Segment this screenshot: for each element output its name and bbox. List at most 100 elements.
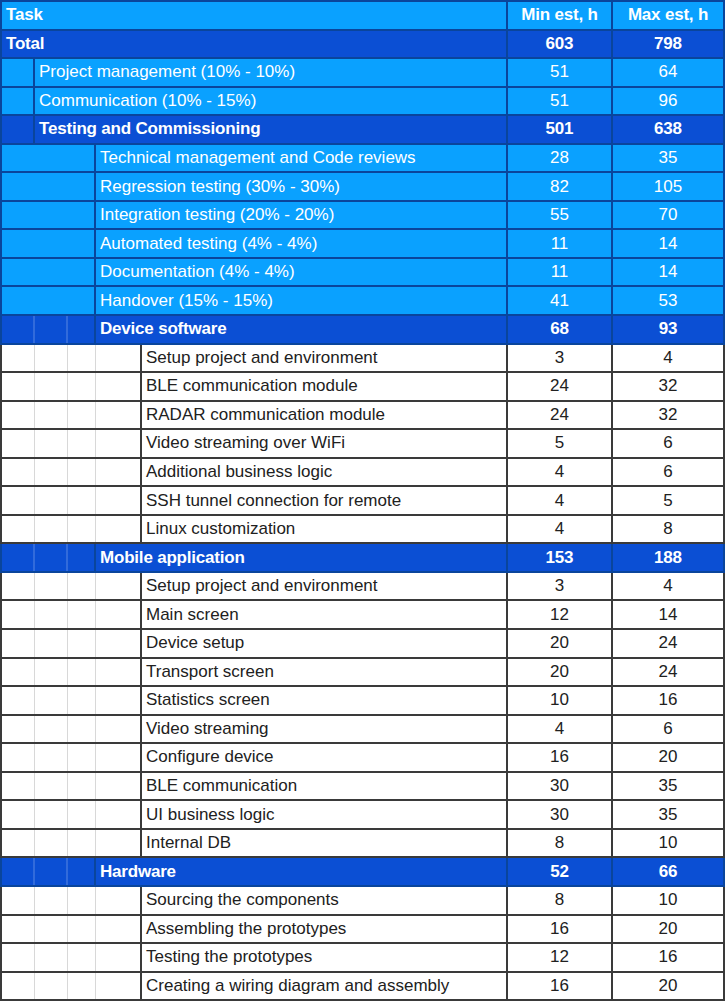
task-cell[interactable]: Device setup xyxy=(142,630,508,657)
indent-cell[interactable] xyxy=(96,716,142,743)
indent-cell[interactable] xyxy=(68,773,96,800)
min-value-cell[interactable]: 8 xyxy=(508,830,613,857)
max-value-cell[interactable]: 105 xyxy=(613,173,723,200)
indent-cell[interactable] xyxy=(35,630,68,657)
task-cell[interactable]: Setup project and environment xyxy=(142,345,508,372)
max-value-cell[interactable]: 16 xyxy=(613,944,723,971)
indent-cell[interactable] xyxy=(96,944,142,971)
indent-cell[interactable] xyxy=(96,744,142,771)
indent-cell[interactable] xyxy=(35,773,68,800)
min-value-cell[interactable]: 5 xyxy=(508,430,613,457)
max-value-cell[interactable]: 20 xyxy=(613,973,723,1000)
indent-cell[interactable] xyxy=(35,402,68,429)
min-value-cell[interactable]: 4 xyxy=(508,716,613,743)
indent-cell[interactable] xyxy=(96,487,142,514)
min-value-cell[interactable]: 10 xyxy=(508,687,613,714)
task-cell[interactable]: Additional business logic xyxy=(142,459,508,486)
max-value-cell[interactable]: 14 xyxy=(613,230,723,257)
task-cell[interactable]: RADAR communication module xyxy=(142,402,508,429)
min-value-cell[interactable]: 3 xyxy=(508,345,613,372)
indent-cell[interactable] xyxy=(2,801,35,828)
min-value-cell[interactable]: 4 xyxy=(508,487,613,514)
indent-cell[interactable] xyxy=(35,601,68,628)
indent-cell[interactable] xyxy=(35,659,68,686)
max-value-cell[interactable]: 66 xyxy=(613,858,723,885)
indent-cell[interactable] xyxy=(2,459,35,486)
task-cell[interactable]: BLE communication xyxy=(142,773,508,800)
task-cell[interactable]: BLE communication module xyxy=(142,373,508,400)
indent-cell[interactable] xyxy=(68,487,96,514)
indent-cell[interactable] xyxy=(68,430,96,457)
task-cell[interactable]: Testing and Commissioning xyxy=(35,116,508,143)
max-value-cell[interactable]: 32 xyxy=(613,402,723,429)
indent-cell[interactable] xyxy=(68,744,96,771)
indent-cell[interactable] xyxy=(35,916,68,943)
indent-cell[interactable] xyxy=(2,430,35,457)
max-value-cell[interactable]: 96 xyxy=(613,88,723,115)
min-value-cell[interactable]: 28 xyxy=(508,145,613,172)
min-value-cell[interactable]: 603 xyxy=(508,31,613,58)
min-value-cell[interactable]: 52 xyxy=(508,858,613,885)
max-value-cell[interactable]: 20 xyxy=(613,916,723,943)
max-value-cell[interactable]: 188 xyxy=(613,544,723,571)
task-cell[interactable]: Statistics screen xyxy=(142,687,508,714)
indent-cell[interactable] xyxy=(96,516,142,543)
indent-cell[interactable] xyxy=(35,373,68,400)
max-value-cell[interactable]: 798 xyxy=(613,31,723,58)
indent-cell[interactable] xyxy=(68,516,96,543)
indent-cell[interactable] xyxy=(2,345,35,372)
task-cell[interactable]: Automated testing (4% - 4%) xyxy=(96,230,508,257)
max-value-cell[interactable]: 32 xyxy=(613,373,723,400)
indent-cell[interactable] xyxy=(68,630,96,657)
indent-cell[interactable] xyxy=(35,345,68,372)
indent-cell[interactable] xyxy=(35,973,68,1000)
max-value-cell[interactable]: 64 xyxy=(613,59,723,86)
task-cell[interactable]: Technical management and Code reviews xyxy=(96,145,508,172)
indent-cell[interactable] xyxy=(96,573,142,600)
min-value-cell[interactable]: 501 xyxy=(508,116,613,143)
min-value-cell[interactable]: 4 xyxy=(508,459,613,486)
max-value-cell[interactable]: 638 xyxy=(613,116,723,143)
task-cell[interactable]: Total xyxy=(2,31,508,58)
indent-cell[interactable] xyxy=(2,88,35,115)
indent-cell[interactable] xyxy=(2,287,96,314)
task-cell[interactable]: Creating a wiring diagram and assembly xyxy=(142,973,508,1000)
min-value-cell[interactable]: 24 xyxy=(508,402,613,429)
indent-cell[interactable] xyxy=(35,459,68,486)
indent-cell[interactable] xyxy=(35,716,68,743)
min-value-cell[interactable]: 20 xyxy=(508,659,613,686)
task-cell[interactable]: Hardware xyxy=(96,858,508,885)
indent-cell[interactable] xyxy=(68,659,96,686)
indent-cell[interactable] xyxy=(68,345,96,372)
indent-cell[interactable] xyxy=(35,516,68,543)
min-value-cell[interactable]: 16 xyxy=(508,973,613,1000)
min-value-cell[interactable]: 3 xyxy=(508,573,613,600)
indent-cell[interactable] xyxy=(2,830,35,857)
indent-cell[interactable] xyxy=(2,516,35,543)
indent-cell[interactable] xyxy=(68,887,96,914)
indent-cell[interactable] xyxy=(2,116,35,143)
min-value-cell[interactable]: 11 xyxy=(508,259,613,286)
max-value-cell[interactable]: 35 xyxy=(613,801,723,828)
task-cell[interactable]: Main screen xyxy=(142,601,508,628)
indent-cell[interactable] xyxy=(96,601,142,628)
max-value-cell[interactable]: 35 xyxy=(613,773,723,800)
indent-cell[interactable] xyxy=(96,801,142,828)
task-cell[interactable]: Communication (10% - 15%) xyxy=(35,88,508,115)
min-value-cell[interactable]: 8 xyxy=(508,887,613,914)
max-value-cell[interactable]: 10 xyxy=(613,887,723,914)
min-value-cell[interactable]: 12 xyxy=(508,601,613,628)
indent-cell[interactable] xyxy=(68,573,96,600)
max-value-cell[interactable]: 24 xyxy=(613,659,723,686)
indent-cell[interactable] xyxy=(96,830,142,857)
indent-cell[interactable] xyxy=(35,830,68,857)
task-cell[interactable]: UI business logic xyxy=(142,801,508,828)
indent-cell[interactable] xyxy=(35,801,68,828)
task-cell[interactable]: Regression testing (30% - 30%) xyxy=(96,173,508,200)
max-value-cell[interactable]: 5 xyxy=(613,487,723,514)
indent-cell[interactable] xyxy=(35,573,68,600)
indent-cell[interactable] xyxy=(2,402,35,429)
indent-cell[interactable] xyxy=(2,487,35,514)
indent-cell[interactable] xyxy=(96,459,142,486)
min-value-cell[interactable]: 16 xyxy=(508,916,613,943)
